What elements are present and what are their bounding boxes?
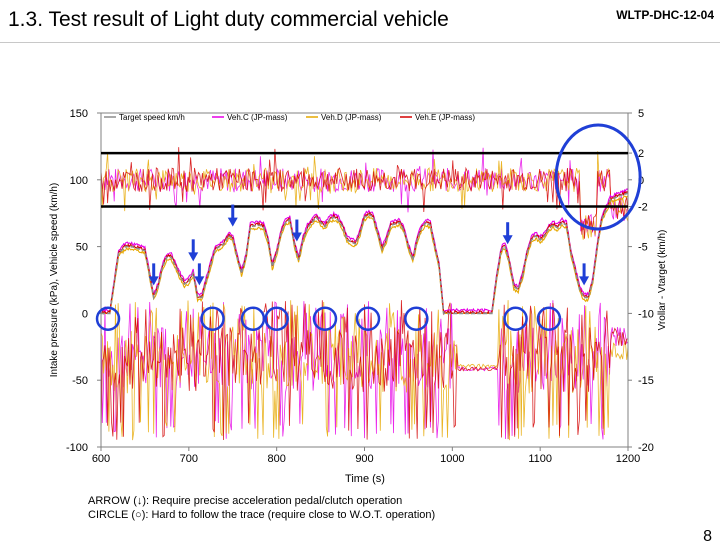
- annotation-layer: [95, 123, 642, 331]
- left-tick-label: -50: [72, 375, 88, 387]
- legend-entry: Target speed km/h: [119, 113, 185, 122]
- slide-title: 1.3. Test result of Light duty commercia…: [8, 8, 449, 31]
- right-tick-label: -20: [638, 442, 654, 454]
- legend: Target speed km/h Veh.C (JP-mass) Veh.D (J…: [104, 113, 475, 122]
- veh-c-speed-line: [100, 188, 629, 313]
- left-tick-label: 0: [82, 308, 88, 320]
- circle-note: CIRCLE (○): Hard to follow the trace (re…: [88, 509, 436, 521]
- left-axis-label: Intake pressure (kPa), Vehicle speed (km…: [49, 183, 60, 378]
- arrow-down-icon: [502, 235, 513, 245]
- legend-entry: Veh.D (JP-mass): [321, 113, 382, 122]
- arrow-note: ARROW (↓): Require precise acceleration …: [88, 495, 403, 507]
- legend-notes: ARROW (↓): Require precise acceleration …: [88, 494, 435, 522]
- legend-entry: Veh.E (JP-mass): [415, 113, 475, 122]
- target-speed-line: [101, 192, 629, 315]
- x-axis-label: Time (s): [345, 473, 385, 485]
- circle-marker-icon: [264, 306, 289, 331]
- right-tick-label: 5: [638, 108, 644, 120]
- arrow-down-icon: [188, 252, 199, 262]
- trace-layer: [100, 147, 629, 441]
- circle-marker-icon: [200, 306, 225, 331]
- right-axis-label: Vrollar - Vtarget (km/h): [657, 230, 668, 331]
- circle-marker-icon: [355, 306, 381, 331]
- speed-layer: [100, 188, 629, 316]
- circle-marker-icon: [95, 306, 121, 331]
- left-tick-label: 50: [76, 242, 88, 254]
- left-tick-label: 100: [70, 175, 88, 187]
- legend-entry: Veh.C (JP-mass): [227, 113, 288, 122]
- circle-marker-icon: [312, 306, 338, 331]
- veh-c-speed-deviation-trace: [100, 147, 629, 237]
- right-tick-label: -2: [638, 202, 648, 214]
- x-tick-label: 700: [180, 453, 198, 465]
- right-tick-label: -5: [638, 242, 648, 254]
- document-id: WLTP-DHC-12-04: [616, 8, 714, 22]
- left-tick-label: -100: [66, 442, 88, 454]
- x-tick-label: 800: [267, 453, 285, 465]
- x-tick-label: 1000: [440, 453, 464, 465]
- arrow-down-icon: [148, 276, 159, 286]
- circle-marker-icon: [404, 306, 429, 331]
- veh-e-intake-pressure-trace: [100, 300, 629, 441]
- right-tick-label: -15: [638, 375, 654, 387]
- x-tick-label: 600: [92, 453, 110, 465]
- arrow-down-icon: [579, 276, 590, 286]
- x-tick-label: 900: [355, 453, 373, 465]
- arrow-down-icon: [291, 232, 302, 242]
- arrow-down-icon: [194, 276, 205, 286]
- x-tick-label: 1100: [528, 453, 552, 465]
- circle-marker-icon: [554, 123, 642, 231]
- arrow-down-icon: [227, 217, 238, 227]
- right-tick-label: 2: [638, 148, 644, 160]
- circle-marker-icon: [536, 306, 562, 331]
- title-divider: [0, 42, 720, 43]
- page-number: 8: [703, 528, 712, 545]
- veh-d-speed-line: [101, 195, 629, 314]
- veh-e-speed-line: [100, 190, 629, 316]
- circle-marker-icon: [240, 306, 266, 331]
- right-tick-label: -10: [638, 308, 654, 320]
- left-tick-label: 150: [70, 108, 88, 120]
- x-tick-label: 1200: [616, 453, 640, 465]
- veh-e-speed-deviation-trace: [100, 147, 629, 239]
- circle-marker-icon: [503, 306, 528, 331]
